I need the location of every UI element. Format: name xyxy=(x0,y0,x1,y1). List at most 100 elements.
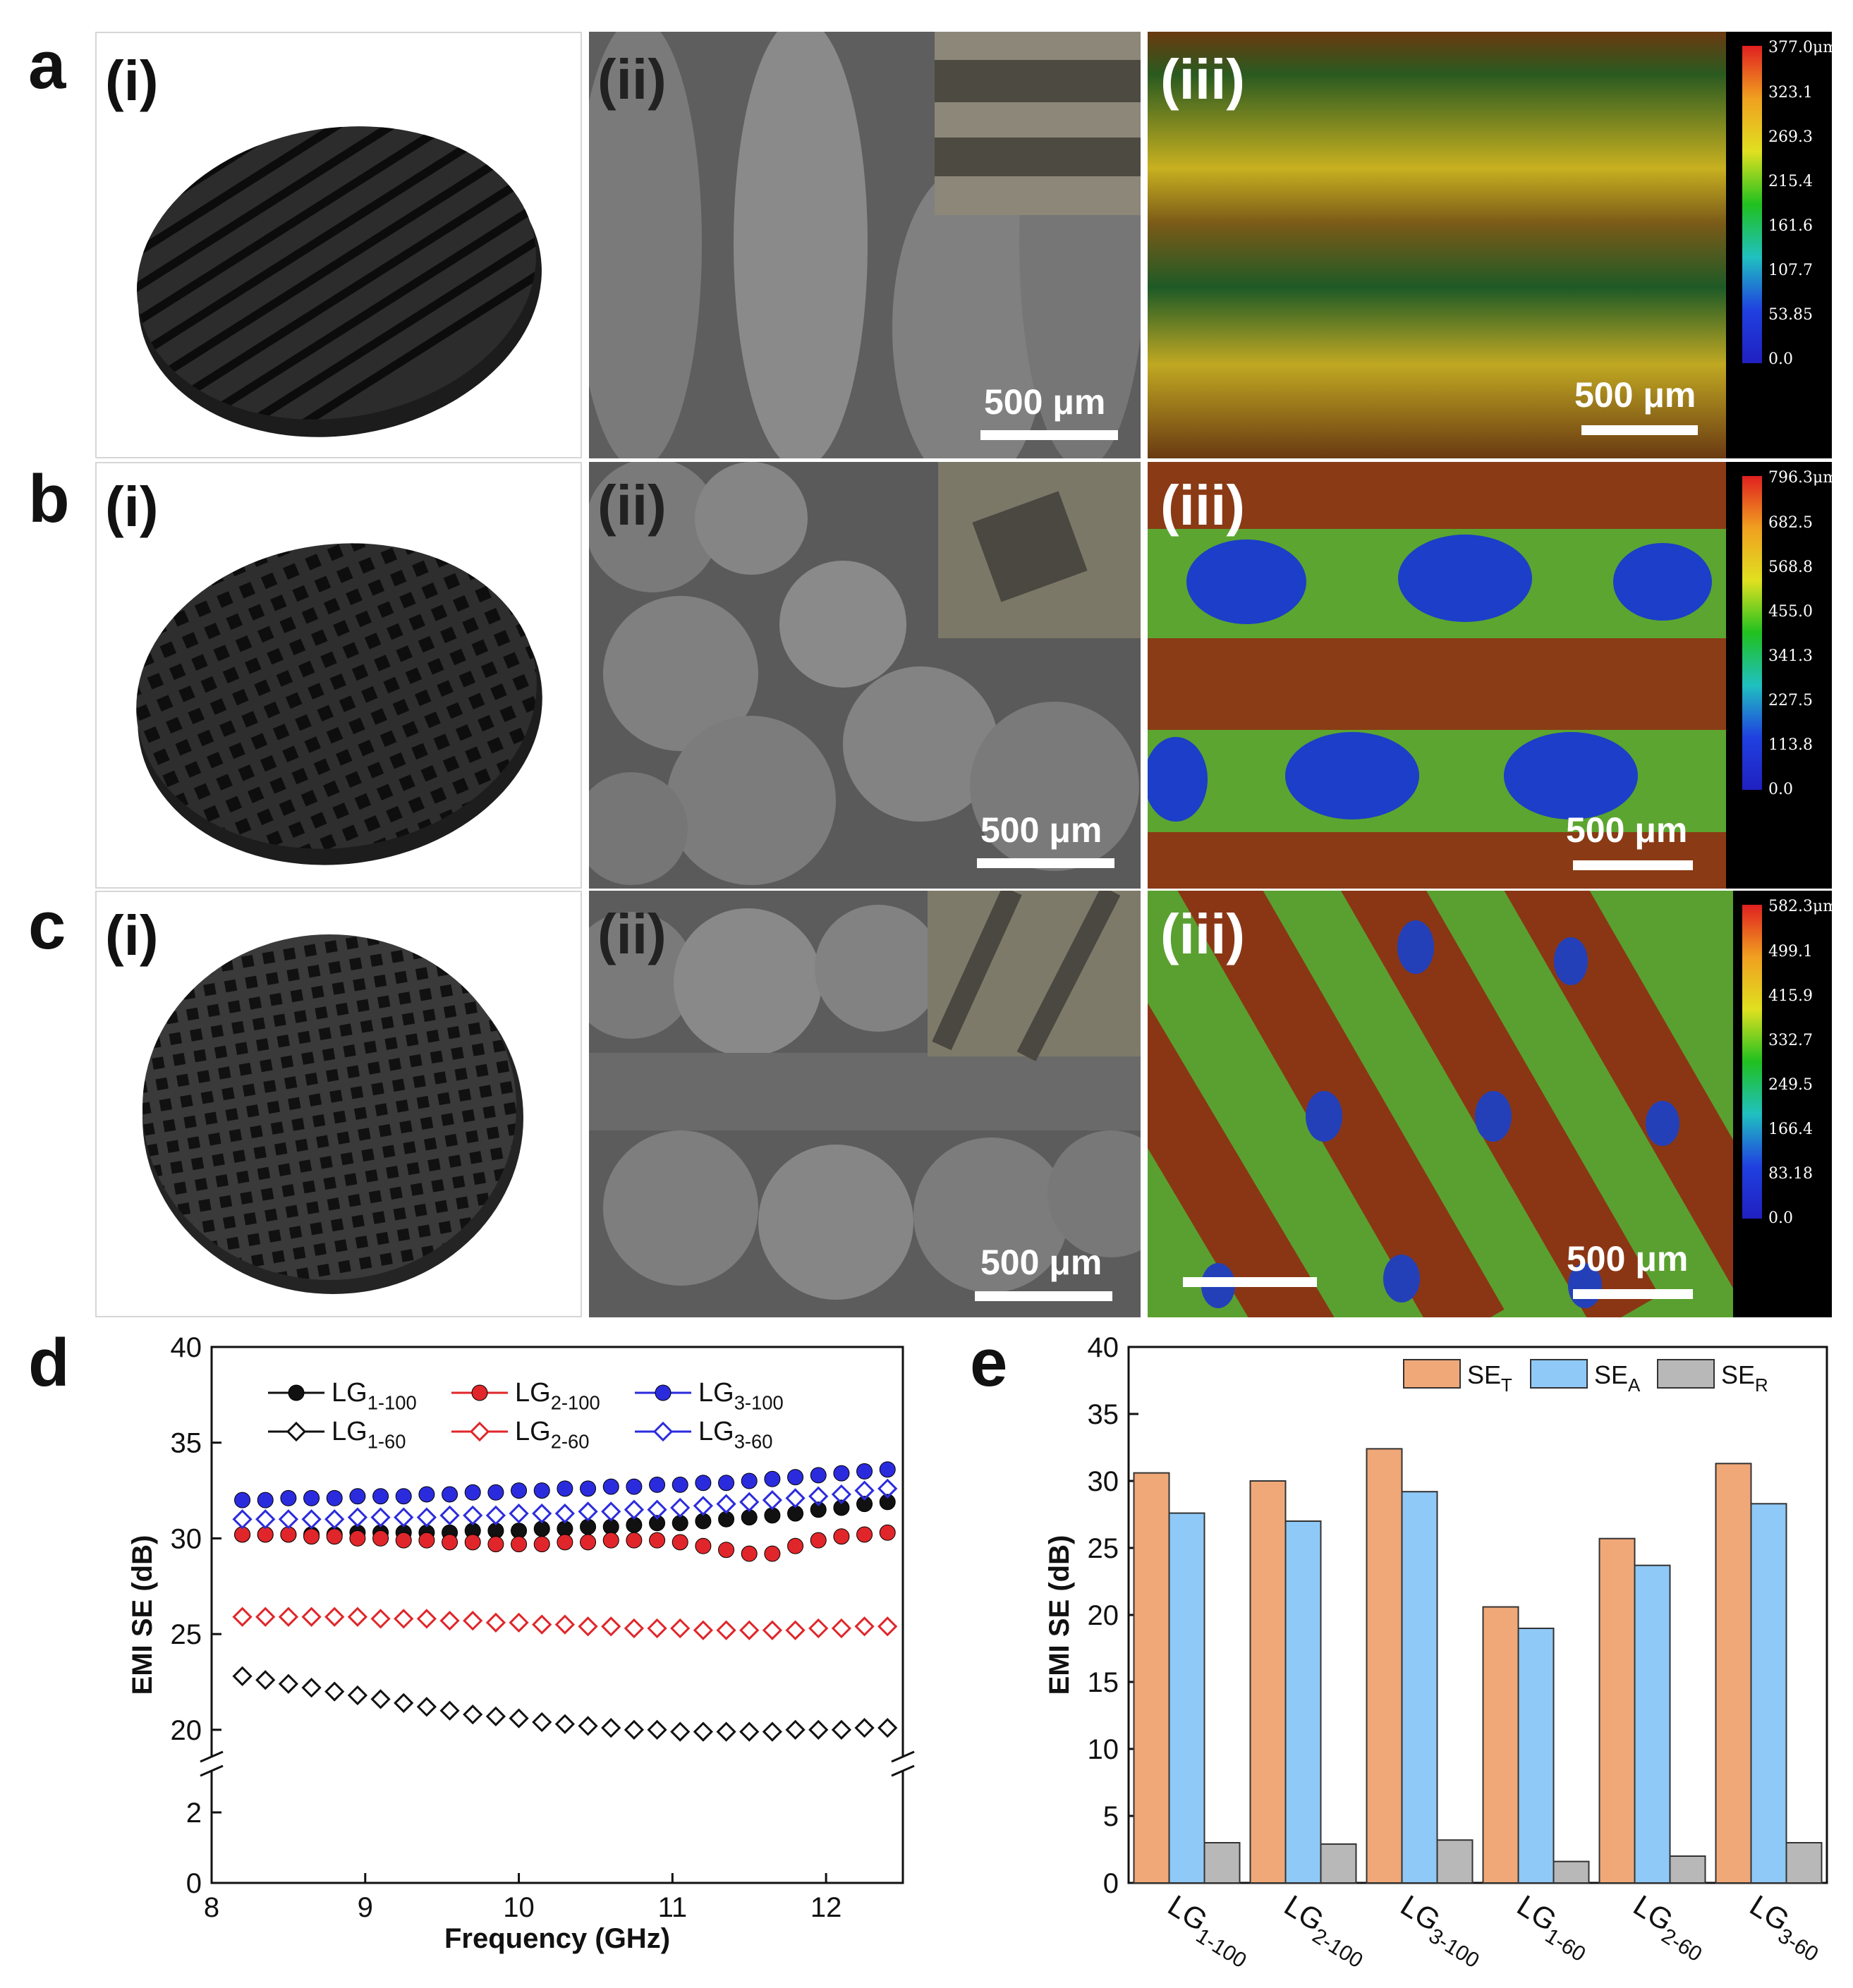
subpanel-label-b-ii: (ii) xyxy=(597,474,667,537)
chart-d-series-2-60 xyxy=(232,1606,898,1640)
colorbar-a-tick-3: 215.4 xyxy=(1768,173,1813,190)
chart-d-legend-label-2-100: LG2-100 xyxy=(515,1378,600,1413)
chart-d-point-3-60-16 xyxy=(601,1501,621,1522)
scale-bar-label-c-iii: 500 μm xyxy=(1567,1239,1689,1279)
chart-d-legend-marker-2-60 xyxy=(469,1421,490,1442)
chart-d-point-1-60-15 xyxy=(578,1716,598,1736)
chart-d-point-3-100-25 xyxy=(810,1467,827,1484)
chart-d-frame xyxy=(210,1346,904,1884)
chart-d-point-1-60-4 xyxy=(324,1681,345,1702)
chart-d-point-3-100-20 xyxy=(695,1475,712,1492)
chart-d-point-3-100-16 xyxy=(602,1478,619,1495)
chart-d-point-3-60-23 xyxy=(762,1490,783,1511)
sample-photo-b xyxy=(136,543,542,865)
chart-d-point-2-100-21 xyxy=(718,1542,735,1559)
chart-d-legend-label-1-100: LG1-100 xyxy=(332,1378,417,1413)
chart-e-ytick-label-3: 15 xyxy=(1088,1667,1119,1698)
chart-d-point-3-60-21 xyxy=(716,1494,736,1514)
chart-d-point-3-100-14 xyxy=(557,1480,573,1497)
chart-d-point-2-100-27 xyxy=(856,1526,873,1543)
chart-d-point-3-60-20 xyxy=(693,1496,714,1516)
chart-d-point-3-60-25 xyxy=(808,1486,829,1506)
subpanel-label-b-iii: (iii) xyxy=(1160,474,1245,537)
colorbar-a-tick-2: 269.3 xyxy=(1768,128,1813,146)
sem-panel-a: (ii) 500 μm xyxy=(589,32,1141,458)
chart-d-point-2-60-11 xyxy=(485,1612,506,1633)
optical-image-c xyxy=(1148,891,1733,1317)
chart-d-point-2-100-15 xyxy=(580,1534,597,1551)
chart-d-point-1-60-11 xyxy=(485,1706,506,1726)
chart-e-bar-T-3-100 xyxy=(1366,1448,1403,1884)
scale-bar-label-c-ii: 500 μm xyxy=(980,1243,1102,1282)
chart-d-point-2-60-16 xyxy=(601,1616,621,1637)
chart-d-break-gap-left xyxy=(206,1757,217,1770)
colorbar-c xyxy=(1742,905,1762,1219)
colorbar-a-tick-7: 0.0 xyxy=(1768,350,1793,368)
chart-e-ytick-label-6: 30 xyxy=(1088,1466,1119,1497)
chart-d-point-3-100-24 xyxy=(787,1469,804,1486)
chart-e-ytick-label-2: 10 xyxy=(1088,1734,1119,1765)
chart-d-point-3-100-6 xyxy=(372,1488,389,1505)
chart-d-point-1-60-13 xyxy=(532,1712,552,1733)
photo-panel-c: (i) xyxy=(95,891,582,1317)
chart-d-point-3-100-3 xyxy=(303,1489,320,1506)
chart-e-ytick-label-5: 25 xyxy=(1088,1533,1119,1564)
chart-d-point-3-60-14 xyxy=(554,1504,576,1524)
chart-d-point-2-60-4 xyxy=(324,1606,345,1627)
colorbar-c-tick-1: 499.1 xyxy=(1768,943,1813,961)
chart-d-point-2-60-14 xyxy=(554,1614,576,1635)
chart-d-point-3-60-15 xyxy=(578,1501,598,1522)
chart-d-point-2-60-23 xyxy=(762,1620,783,1640)
chart-d-legend-label-1-60: LG1-60 xyxy=(332,1417,406,1452)
chart-d-point-2-100-17 xyxy=(626,1532,643,1549)
chart-e-emi-bars: 0 5 10 15 20 25 30 35 40 EMI SE (dB) LG1-100LG2-10… xyxy=(1044,1332,1828,1973)
chart-d-point-1-60-2 xyxy=(278,1673,299,1694)
chart-d-point-3-100-9 xyxy=(442,1486,458,1503)
sem-panel-c: (ii) 500 μm xyxy=(589,891,1141,1317)
chart-d-point-3-60-7 xyxy=(394,1507,414,1527)
chart-d-break-mark-left-1 xyxy=(200,1750,224,1763)
chart-d-point-3-100-23 xyxy=(764,1470,781,1487)
chart-e-xtick-label-3-100: LG3-100 xyxy=(1391,1889,1493,1973)
colorbar-a-tick-0: 377.0μm xyxy=(1768,39,1832,56)
subpanel-label-c-i: (i) xyxy=(105,904,159,967)
chart-d-ytick-label-upper-3: 35 xyxy=(171,1428,202,1459)
chart-e-xtick-label-2-100: LG2-100 xyxy=(1275,1889,1376,1973)
chart-d-point-2-60-25 xyxy=(808,1618,829,1639)
chart-d-point-1-100-18 xyxy=(649,1515,666,1532)
chart-d-legend-marker-2-100 xyxy=(471,1384,488,1401)
chart-d-point-3-60-4 xyxy=(324,1509,345,1530)
chart-d-point-3-100-1 xyxy=(257,1492,274,1508)
chart-d-break-mark-left-2 xyxy=(200,1764,224,1777)
subpanel-label-a-i: (i) xyxy=(105,49,159,112)
chart-d-point-2-100-19 xyxy=(672,1534,688,1551)
chart-d-point-3-60-12 xyxy=(509,1504,529,1524)
sample-photo-c xyxy=(142,934,523,1294)
chart-d-point-1-60-20 xyxy=(693,1721,714,1742)
colorbar-c-tick-4: 249.5 xyxy=(1768,1076,1813,1094)
chart-d-point-3-100-27 xyxy=(856,1463,873,1480)
chart-d-point-2-60-26 xyxy=(831,1618,852,1639)
chart-d-point-3-100-22 xyxy=(741,1472,758,1489)
chart-d-point-1-60-17 xyxy=(624,1719,645,1740)
chart-e-bar-A-3-60 xyxy=(1750,1503,1787,1884)
sem-image-b xyxy=(589,462,1141,889)
chart-d-point-2-60-1 xyxy=(255,1606,276,1627)
colorbar-b-tick-6: 113.8 xyxy=(1768,736,1813,754)
panel-letter-b: b xyxy=(28,461,70,537)
chart-d-point-2-100-5 xyxy=(349,1530,366,1547)
chart-d-point-1-100-28 xyxy=(879,1494,896,1511)
colorbar-c-tick-7: 0.0 xyxy=(1768,1209,1793,1227)
chart-d-point-2-60-15 xyxy=(578,1616,598,1637)
chart-d-point-3-100-12 xyxy=(511,1482,528,1499)
scale-bar-c-iii xyxy=(1573,1289,1693,1299)
colorbar-a xyxy=(1742,46,1762,363)
chart-d-ytick-label-upper-1: 25 xyxy=(171,1619,202,1650)
chart-d-point-3-60-28 xyxy=(877,1478,898,1499)
chart-e-frame xyxy=(1127,1346,1828,1884)
chart-e-legend-swatch-A xyxy=(1530,1359,1588,1389)
chart-d-series-3-100 xyxy=(234,1461,896,1508)
chart-e-bar-R-2-60 xyxy=(1669,1855,1706,1884)
subpanel-label-c-ii: (ii) xyxy=(597,903,667,965)
chart-d-point-2-100-12 xyxy=(511,1536,528,1553)
